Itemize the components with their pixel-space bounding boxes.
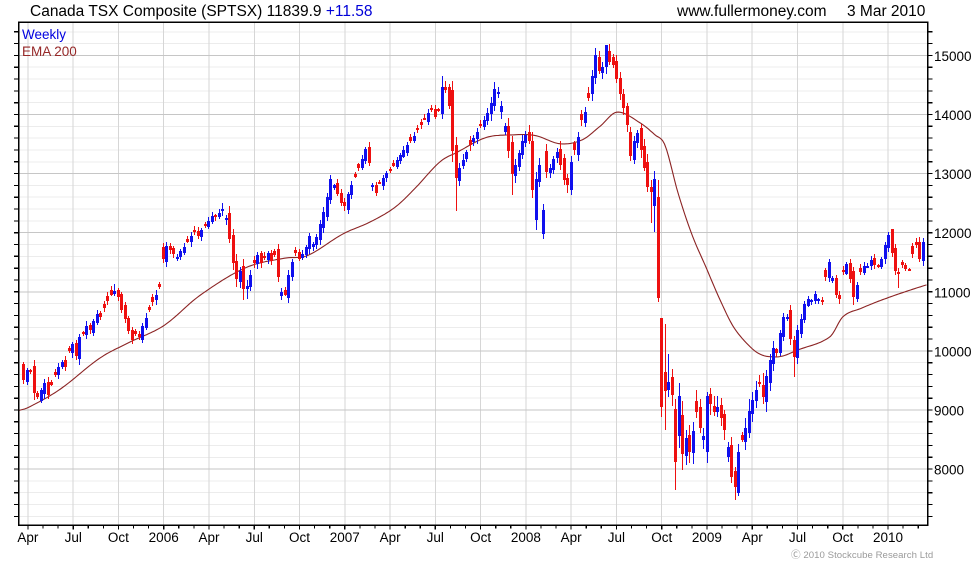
svg-text:15000: 15000 bbox=[934, 49, 972, 64]
svg-text:2008: 2008 bbox=[511, 530, 541, 545]
svg-text:Apr: Apr bbox=[742, 530, 764, 545]
svg-text:Oct: Oct bbox=[108, 530, 129, 545]
svg-text:10000: 10000 bbox=[934, 344, 972, 359]
svg-text:2009: 2009 bbox=[692, 530, 722, 545]
svg-text:8000: 8000 bbox=[934, 463, 964, 478]
svg-text:2006: 2006 bbox=[149, 530, 179, 545]
svg-text:Jul: Jul bbox=[608, 530, 625, 545]
svg-text:9000: 9000 bbox=[934, 403, 964, 418]
svg-text:Jul: Jul bbox=[789, 530, 806, 545]
svg-text:Apr: Apr bbox=[561, 530, 583, 545]
svg-text:13000: 13000 bbox=[934, 167, 972, 182]
svg-text:Oct: Oct bbox=[470, 530, 491, 545]
svg-text:Oct: Oct bbox=[651, 530, 672, 545]
svg-text:2007: 2007 bbox=[330, 530, 360, 545]
svg-text:14000: 14000 bbox=[934, 108, 972, 123]
svg-text:Apr: Apr bbox=[17, 530, 39, 545]
svg-text:Oct: Oct bbox=[289, 530, 310, 545]
svg-text:Jul: Jul bbox=[65, 530, 82, 545]
svg-text:11000: 11000 bbox=[934, 285, 971, 300]
svg-text:Jul: Jul bbox=[427, 530, 444, 545]
svg-text:12000: 12000 bbox=[934, 226, 972, 241]
svg-text:2010: 2010 bbox=[873, 530, 903, 545]
svg-text:Apr: Apr bbox=[198, 530, 220, 545]
svg-text:Apr: Apr bbox=[380, 530, 402, 545]
svg-text:Jul: Jul bbox=[246, 530, 263, 545]
svg-text:Oct: Oct bbox=[832, 530, 853, 545]
